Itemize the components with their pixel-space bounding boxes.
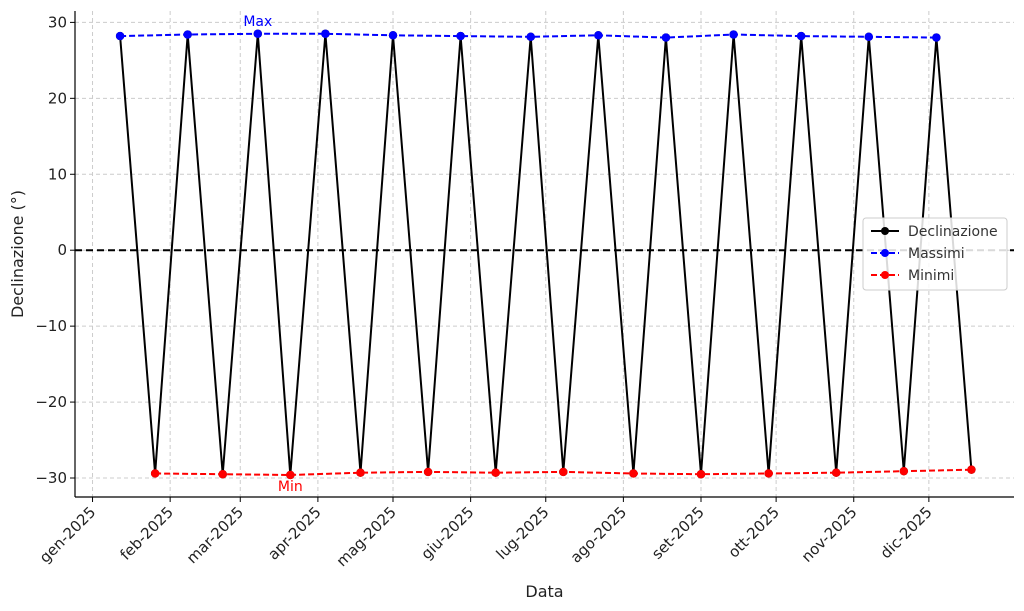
x-tick-label: dic-2025 bbox=[877, 503, 936, 562]
series-line-declinazione bbox=[119, 33, 973, 476]
legend-marker-minimi bbox=[881, 271, 889, 279]
y-tick-label: 20 bbox=[48, 89, 67, 107]
legend-label-massimi: Massimi bbox=[908, 246, 965, 262]
data-point-minimi bbox=[696, 470, 706, 479]
annotations: Max Min bbox=[243, 14, 302, 495]
data-point-minimi bbox=[899, 466, 909, 476]
data-point-minimi bbox=[491, 468, 500, 477]
annotation-max: Max bbox=[243, 14, 272, 30]
x-tick-label: feb-2025 bbox=[116, 503, 177, 564]
x-tick-label: set-2025 bbox=[648, 503, 708, 563]
annotation-min: Min bbox=[278, 479, 303, 495]
legend-label-minimi: Minimi bbox=[908, 268, 954, 284]
y-axis-label: Declinazione (°) bbox=[8, 190, 27, 318]
x-tick-label: ott-2025 bbox=[725, 503, 783, 561]
data-point-massimi bbox=[115, 31, 125, 41]
data-point-minimi bbox=[629, 469, 638, 478]
y-tick-label: −10 bbox=[35, 317, 67, 335]
data-point-minimi bbox=[286, 470, 295, 480]
x-tick-label: mag-2025 bbox=[333, 503, 400, 570]
data-point-minimi bbox=[356, 468, 365, 477]
legend-marker-massimi bbox=[881, 249, 889, 257]
x-tick-label: ago-2025 bbox=[567, 503, 630, 566]
y-tick-label: −30 bbox=[35, 469, 67, 487]
data-point-minimi bbox=[764, 469, 773, 478]
data-point-massimi bbox=[594, 31, 603, 40]
data-point-minimi bbox=[559, 467, 568, 477]
data-point-minimi bbox=[150, 469, 160, 478]
y-tick-label: −20 bbox=[35, 393, 67, 411]
data-point-minimi bbox=[967, 465, 976, 474]
legend-marker-declinazione bbox=[881, 227, 889, 235]
y-tick-label: 30 bbox=[48, 13, 67, 31]
data-point-massimi bbox=[932, 33, 941, 42]
x-tick-label: nov-2025 bbox=[798, 503, 861, 566]
legend-box bbox=[862, 217, 1008, 291]
data-point-massimi bbox=[796, 31, 806, 41]
x-tick-label: apr-2025 bbox=[264, 503, 324, 563]
data-point-massimi bbox=[661, 33, 671, 42]
data-point-minimi bbox=[423, 467, 433, 477]
data-point-minimi bbox=[218, 470, 227, 479]
x-tick-label: gen-2025 bbox=[36, 503, 100, 567]
series bbox=[115, 29, 976, 480]
data-point-massimi bbox=[183, 30, 192, 39]
x-axis-label: Data bbox=[525, 582, 563, 601]
data-point-massimi bbox=[253, 29, 262, 38]
axes: 30 20 10 0 −10 −20 −30 gen-2025 feb-2025 mar-2025… bbox=[35, 11, 1014, 570]
data-point-massimi bbox=[456, 31, 465, 41]
x-tick-label: mar-2025 bbox=[183, 503, 247, 567]
x-tick-label: giu-2025 bbox=[418, 503, 478, 563]
data-point-massimi bbox=[526, 32, 535, 42]
y-tick-label: 10 bbox=[48, 165, 67, 183]
legend: Declinazione Massimi Minimi bbox=[862, 217, 1008, 291]
data-point-minimi bbox=[832, 468, 841, 477]
data-point-massimi bbox=[321, 29, 330, 38]
x-tick-label: lug-2025 bbox=[493, 503, 553, 563]
y-tick-label: 0 bbox=[57, 241, 67, 259]
data-point-massimi bbox=[388, 31, 398, 40]
data-point-massimi bbox=[729, 30, 738, 39]
data-point-massimi bbox=[864, 32, 873, 42]
legend-label-declinazione: Declinazione bbox=[908, 224, 998, 240]
